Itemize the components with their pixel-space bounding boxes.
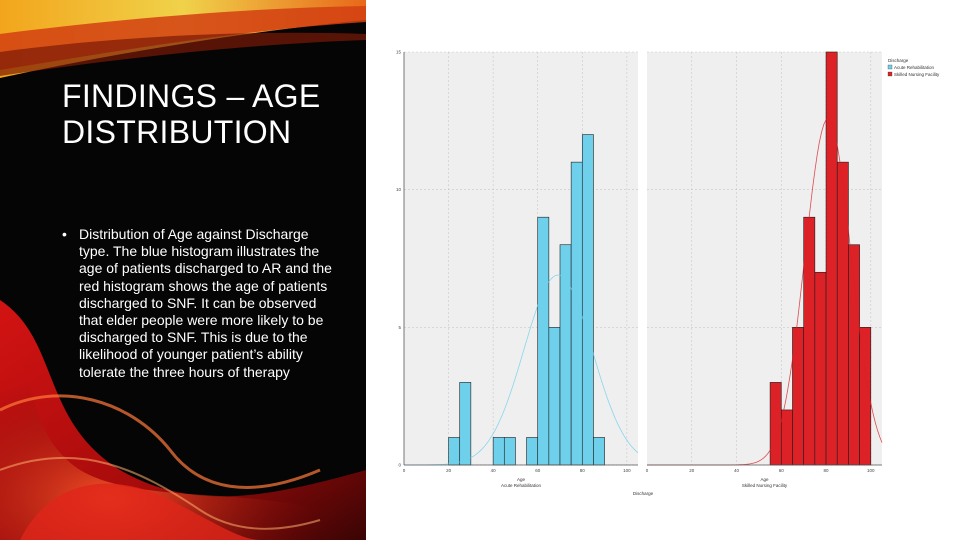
histogram-bar	[836, 161, 849, 466]
x-tick-label: 20	[689, 468, 695, 473]
histogram-bar	[825, 51, 838, 466]
histogram-bar	[848, 244, 860, 466]
x-tick-label: 40	[734, 468, 740, 473]
bullet-point: • Distribution of Age against Discharge …	[62, 226, 342, 381]
x-tick-label: 60	[779, 468, 785, 473]
x-tick-label: 80	[580, 468, 586, 473]
bullet-text: Distribution of Age against Discharge ty…	[79, 226, 332, 380]
histogram-bar	[459, 382, 472, 466]
plot-panel-background	[404, 52, 638, 465]
histogram-bar	[581, 134, 594, 466]
abstract-red-swirl-decoration	[0, 0, 366, 540]
histogram-bar	[503, 437, 516, 466]
panel-label: Acute Rehabilitation	[501, 483, 542, 488]
legend-title: Discharge	[888, 58, 909, 63]
x-tick-label: 40	[491, 468, 497, 473]
histogram-bar	[559, 244, 572, 466]
y-tick-label: 10	[396, 187, 402, 192]
legend-swatch	[887, 71, 893, 77]
histogram-bar	[537, 216, 550, 466]
left-panel: FINDINGS – AGE DISTRIBUTION • Distributi…	[0, 0, 366, 540]
histogram-bar	[593, 437, 605, 466]
histogram-bar	[548, 327, 561, 466]
bullet-marker: •	[62, 226, 67, 242]
histogram-bar	[769, 382, 782, 466]
panel-label: Skilled Nursing Facility	[742, 483, 788, 488]
y-tick-label: 5	[398, 325, 401, 330]
histogram-bar	[780, 409, 793, 466]
x-tick-label: 0	[646, 468, 649, 473]
legend-entry: Acute Rehabilitation	[894, 65, 935, 70]
x-axis-label: Age	[517, 477, 526, 482]
x-tick-label: 0	[403, 468, 406, 473]
histogram-bar	[448, 437, 461, 466]
shared-x-label: Discharge	[633, 491, 654, 496]
x-axis-label: Age	[760, 477, 769, 482]
y-tick-label: 15	[396, 50, 402, 55]
legend-swatch	[887, 64, 893, 70]
histogram-bar	[814, 271, 827, 466]
slide-title: FINDINGS – AGE DISTRIBUTION	[62, 78, 321, 150]
legend-entry: Skilled Nursing Facility	[894, 72, 940, 77]
y-tick-label: 0	[398, 463, 401, 468]
x-tick-label: 80	[824, 468, 830, 473]
x-tick-label: 60	[535, 468, 541, 473]
x-tick-label: 100	[867, 468, 875, 473]
histogram-bar	[526, 437, 539, 466]
x-tick-label: 20	[446, 468, 452, 473]
histogram-bar	[492, 437, 505, 466]
normal-curve	[404, 274, 639, 466]
x-tick-label: 100	[623, 468, 631, 473]
age-distribution-chart: 0 20 40 60 80 100 Age Acute Rehabilitation 0 20 40…	[366, 0, 960, 540]
